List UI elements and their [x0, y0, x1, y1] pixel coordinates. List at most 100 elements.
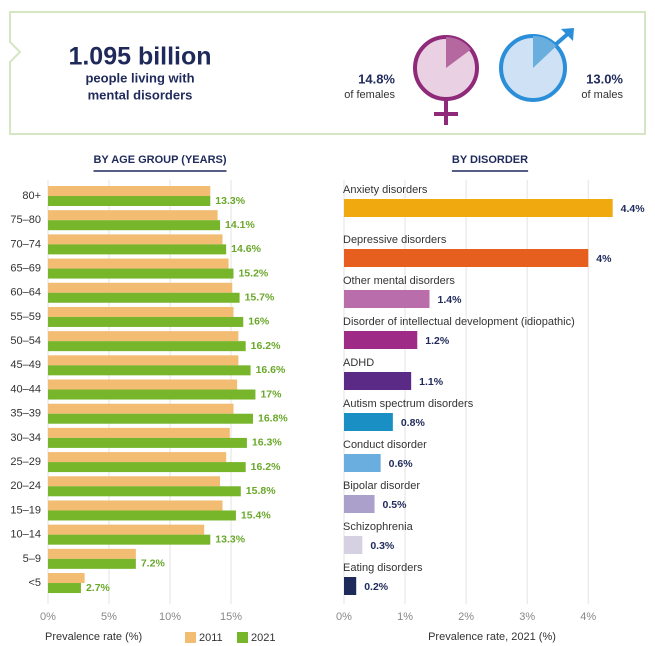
- x-axis-title: Prevalence rate (%): [45, 631, 142, 643]
- x-tick-label: 10%: [159, 611, 181, 623]
- y-tick-label: 40–44: [10, 383, 41, 395]
- bar: [48, 258, 229, 269]
- x-tick-label: 3%: [519, 611, 535, 623]
- x-tick-label: 15%: [220, 611, 242, 623]
- category-label: Eating disorders: [343, 562, 423, 574]
- data-label: 16.8%: [258, 412, 288, 424]
- category-label: Autism spectrum disorders: [343, 398, 474, 410]
- data-label: 4%: [596, 253, 612, 265]
- bar: [48, 196, 211, 206]
- data-label: 16%: [248, 316, 270, 328]
- subtitle: people living with: [85, 70, 194, 85]
- bar: [48, 403, 234, 414]
- bar: [48, 573, 85, 584]
- x-tick-label: 4%: [580, 611, 596, 623]
- bar: [48, 355, 239, 366]
- bar: [344, 536, 363, 554]
- bar: [48, 379, 238, 390]
- x-tick-label: 5%: [101, 611, 117, 623]
- y-tick-label: 35–39: [10, 408, 41, 420]
- bar: [344, 249, 589, 267]
- data-label: 1.4%: [437, 294, 462, 306]
- bar: [344, 495, 375, 513]
- legend-label: 2011: [199, 632, 223, 644]
- category-label: Depressive disorders: [343, 234, 447, 246]
- bar: [48, 486, 241, 497]
- data-label: 13.3%: [215, 195, 245, 207]
- bar: [48, 510, 236, 521]
- y-tick-label: 5–9: [23, 553, 41, 565]
- data-label: 0.3%: [370, 540, 395, 552]
- data-label: 15.2%: [238, 267, 268, 279]
- bar: [344, 331, 418, 349]
- bar: [48, 500, 223, 511]
- y-tick-label: <5: [28, 577, 41, 589]
- category-label: Anxiety disorders: [343, 184, 428, 196]
- x-tick-label: 2%: [458, 611, 474, 623]
- data-label: 16.2%: [251, 340, 281, 352]
- y-tick-label: 80+: [22, 190, 41, 202]
- category-label: Other mental disorders: [343, 275, 455, 287]
- data-label: 14.1%: [225, 219, 255, 231]
- data-label: 16.6%: [256, 364, 286, 376]
- x-axis-title: Prevalence rate, 2021 (%): [428, 631, 556, 643]
- y-tick-label: 10–14: [10, 529, 41, 541]
- bar: [48, 365, 251, 376]
- bar: [48, 331, 239, 342]
- data-label: 4.4%: [621, 203, 646, 215]
- category-label: Bipolar disorder: [343, 480, 420, 492]
- female-caption: of females: [344, 89, 395, 101]
- y-tick-label: 65–69: [10, 262, 41, 274]
- y-tick-label: 30–34: [10, 432, 41, 444]
- bar: [344, 372, 412, 390]
- y-tick-label: 15–19: [10, 504, 41, 516]
- bar: [48, 462, 246, 473]
- category-label: Schizophrenia: [343, 521, 414, 533]
- bar: [48, 476, 221, 487]
- male-caption: of males: [581, 89, 623, 101]
- data-label: 15.7%: [245, 292, 275, 304]
- data-label: 0.5%: [383, 499, 408, 511]
- category-label: ADHD: [343, 357, 374, 369]
- data-label: 14.6%: [231, 243, 261, 255]
- data-label: 1.2%: [425, 335, 450, 347]
- data-label: 1.1%: [419, 376, 444, 388]
- bar: [48, 524, 205, 535]
- y-tick-label: 75–80: [10, 214, 41, 226]
- bar: [48, 558, 136, 569]
- bar: [48, 548, 136, 559]
- section-title: BY AGE GROUP (YEARS): [93, 154, 226, 166]
- bar: [48, 316, 244, 327]
- bar: [48, 341, 246, 352]
- y-tick-label: 45–49: [10, 359, 41, 371]
- data-label: 0.6%: [389, 458, 414, 470]
- data-label: 15.8%: [246, 485, 276, 497]
- bar: [48, 583, 81, 594]
- bar: [344, 413, 393, 431]
- bar: [48, 268, 234, 279]
- x-tick-label: 1%: [397, 611, 413, 623]
- data-label: 15.4%: [241, 509, 271, 521]
- bar: [344, 199, 613, 217]
- data-label: 2.7%: [86, 582, 111, 594]
- category-label: Conduct disorder: [343, 439, 427, 451]
- data-label: 0.8%: [401, 417, 426, 429]
- data-label: 13.3%: [215, 533, 245, 545]
- data-label: 7.2%: [141, 558, 166, 570]
- y-tick-label: 55–59: [10, 311, 41, 323]
- data-label: 16.3%: [252, 437, 282, 449]
- data-label: 17%: [260, 388, 282, 400]
- bar: [344, 290, 430, 308]
- bar: [48, 306, 234, 317]
- male-value: 13.0%: [586, 71, 623, 86]
- bar: [48, 389, 256, 400]
- category-label: Disorder of intellectual development (id…: [343, 316, 575, 328]
- y-tick-label: 70–74: [10, 238, 41, 250]
- bar: [48, 186, 211, 196]
- bar: [48, 210, 218, 221]
- legend-swatch: [237, 632, 248, 643]
- subtitle: mental disorders: [88, 87, 193, 102]
- legend-label: 2021: [251, 632, 275, 644]
